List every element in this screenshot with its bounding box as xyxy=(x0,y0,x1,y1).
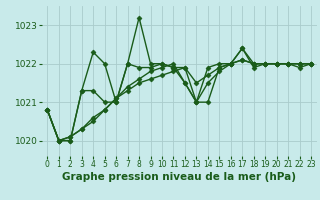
X-axis label: Graphe pression niveau de la mer (hPa): Graphe pression niveau de la mer (hPa) xyxy=(62,172,296,182)
